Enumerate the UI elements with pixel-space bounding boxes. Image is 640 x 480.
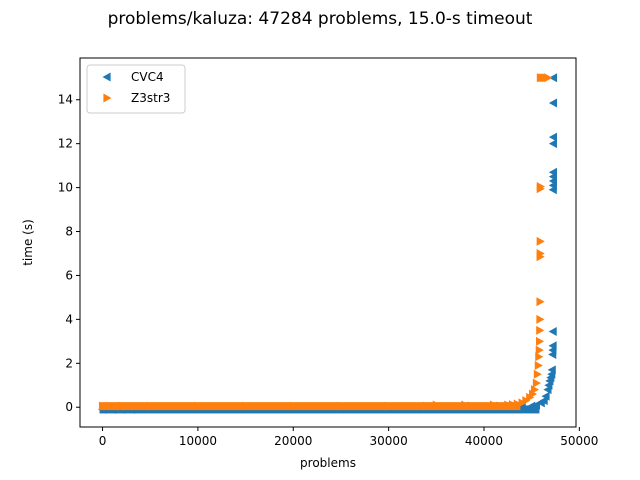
y-tick-label: 8 (65, 225, 73, 239)
x-tick-label: 10000 (179, 434, 217, 448)
y-tick-label: 2 (65, 356, 73, 370)
data-point (536, 248, 545, 258)
data-point (548, 167, 557, 177)
data-point (194, 401, 203, 411)
data-point (541, 391, 550, 401)
data-point (533, 369, 542, 379)
data-point (536, 297, 545, 307)
data-point (548, 326, 557, 336)
data-point (98, 401, 108, 411)
data-point (513, 399, 522, 409)
series-band (99, 402, 521, 411)
legend-marker-cvc4 (102, 72, 111, 82)
data-point (509, 400, 518, 410)
data-point (432, 400, 441, 410)
plot-frame (79, 57, 577, 428)
data-point (337, 401, 346, 411)
x-axis-label: problems (300, 456, 356, 470)
data-point (544, 73, 553, 83)
legend-marker-z3str3 (103, 93, 112, 103)
data-point (527, 401, 536, 411)
data-point (385, 401, 394, 411)
data-point (536, 181, 545, 191)
data-point (548, 139, 557, 149)
data-point (535, 336, 545, 346)
data-point (535, 345, 544, 355)
legend-frame (86, 64, 186, 114)
x-tick-label: 50000 (560, 434, 598, 448)
data-point (534, 361, 543, 370)
legend-marker-shape (102, 72, 111, 82)
y-tick-label: 10 (58, 181, 73, 195)
x-tick-label: 30000 (370, 434, 408, 448)
plot-area (80, 58, 576, 427)
x-tick-label: 0 (99, 434, 107, 448)
data-marks (98, 73, 558, 414)
x-tick-label: 40000 (465, 434, 503, 448)
data-point (536, 314, 545, 324)
data-point (532, 378, 541, 388)
y-axis-label: time (s) (21, 219, 35, 266)
axis-ticks: 0 10000 20000 30000 40000 50000 0 2 4 6 8 10 12 14 (58, 93, 599, 448)
legend: CVC4 Z3str3 (86, 64, 186, 114)
data-point (535, 352, 544, 362)
data-point (536, 236, 545, 246)
y-tick-label: 4 (65, 312, 73, 326)
legend-label-cvc4: CVC4 (131, 70, 164, 84)
y-tick-label: 14 (58, 93, 73, 107)
chart-title: problems/kaluza: 47284 problems, 15.0-s … (108, 9, 533, 29)
data-point (548, 73, 558, 83)
data-point (289, 401, 298, 411)
data-point (241, 401, 251, 411)
data-point (548, 341, 557, 351)
legend-marker-shape (103, 93, 112, 103)
data-point (118, 401, 127, 411)
data-point (548, 132, 557, 142)
data-point (461, 400, 470, 410)
data-point (489, 400, 499, 410)
y-tick-label: 0 (65, 400, 73, 414)
y-tick-label: 12 (58, 137, 73, 151)
x-tick-label: 20000 (274, 434, 312, 448)
legend-label-z3str3: Z3str3 (131, 91, 170, 105)
y-tick-label: 6 (65, 268, 73, 282)
series-z3str3 (98, 73, 553, 411)
data-point (504, 400, 513, 410)
data-point (548, 98, 558, 108)
data-point (146, 401, 155, 411)
data-point (423, 401, 432, 411)
data-point (536, 325, 545, 335)
data-point (547, 365, 556, 375)
